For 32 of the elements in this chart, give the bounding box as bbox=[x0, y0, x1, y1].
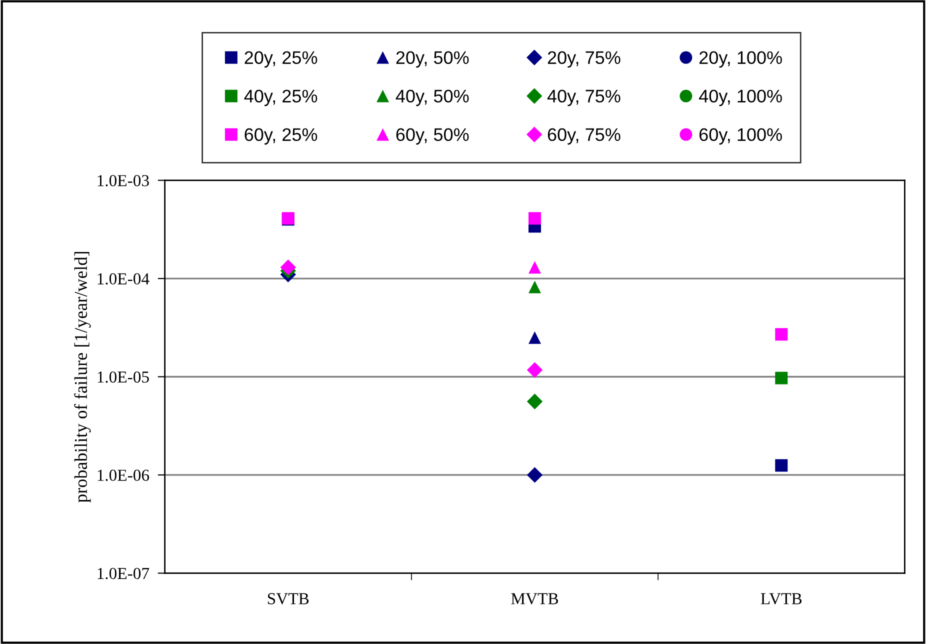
x-tick-label: LVTB bbox=[760, 593, 802, 604]
legend-label: 20y, 100% bbox=[700, 51, 782, 68]
point bbox=[526, 467, 543, 483]
legend-label: 20y, 25% bbox=[244, 51, 318, 68]
point bbox=[528, 331, 542, 344]
y-tick-label: 1.0E-06 bbox=[98, 470, 150, 481]
legend-label: 40y, 50% bbox=[396, 90, 469, 106]
legend-label: 60y, 50% bbox=[396, 128, 469, 145]
point bbox=[528, 261, 542, 274]
point bbox=[526, 394, 543, 410]
y-tick-label: 1.0E-05 bbox=[98, 371, 149, 383]
point bbox=[775, 459, 788, 472]
y-tick-label: 1.0E-03 bbox=[98, 175, 149, 186]
legend-label: 60y, 25% bbox=[244, 128, 318, 145]
legend-label: 20y, 50% bbox=[396, 51, 469, 68]
legend-label: 40y, 100% bbox=[699, 90, 782, 106]
point bbox=[528, 280, 542, 294]
legend-label: 40y, 25% bbox=[244, 90, 318, 106]
point bbox=[775, 372, 788, 384]
point bbox=[280, 259, 296, 276]
legend-label: 40y, 75% bbox=[547, 90, 620, 106]
y-tick-label: 1.0E-04 bbox=[98, 273, 150, 285]
point bbox=[775, 328, 788, 341]
x-tick-label: MVTB bbox=[511, 593, 558, 604]
legend-label: 60y, 75% bbox=[548, 128, 620, 145]
legend-label: 20y, 75% bbox=[548, 51, 620, 68]
y-axis-title: probability of failure [1/year/weld] bbox=[74, 252, 91, 503]
point bbox=[528, 212, 542, 225]
x-tick-label: SVTB bbox=[268, 593, 309, 604]
y-tick-label: 1.0E-07 bbox=[98, 568, 150, 580]
legend-label: 60y, 100% bbox=[700, 128, 782, 145]
point bbox=[526, 362, 543, 378]
